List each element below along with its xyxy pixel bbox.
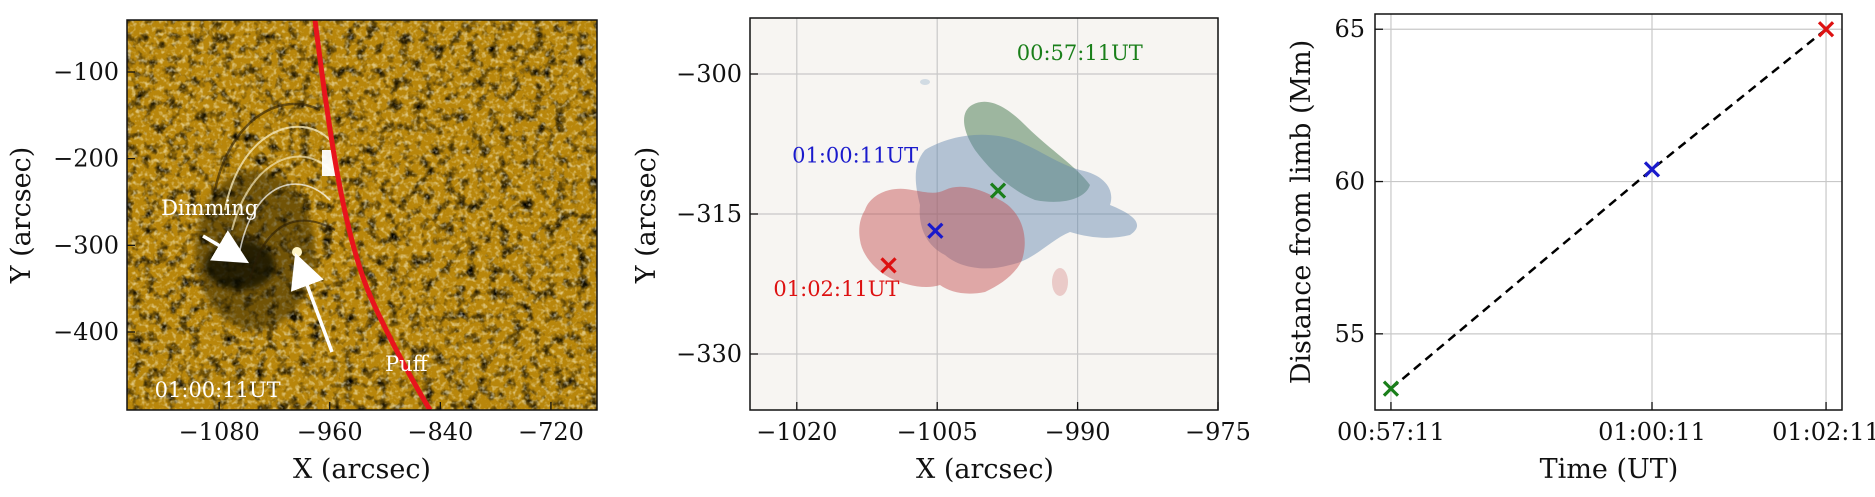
panel-b-xlabel: X (arcsec) xyxy=(916,454,1054,485)
panel-c-ylabel: Distance from limb (Mm) xyxy=(1286,40,1317,385)
panel-a-ylabel: Y (arcsec) xyxy=(6,147,37,285)
panel-b-xtick-label: −990 xyxy=(1045,418,1111,446)
panel-a-annotation: Dimming xyxy=(161,196,258,220)
panel-a-xlabel: X (arcsec) xyxy=(293,454,431,485)
panel-b-ytick-label: −315 xyxy=(676,200,742,228)
distance-series-line xyxy=(1390,28,1827,390)
panel-b-xtick-label: −975 xyxy=(1185,418,1251,446)
dimming-arrow xyxy=(202,230,250,264)
panel-b-xtick-label: −1020 xyxy=(756,418,837,446)
time-label-blue: 01:00:11UT xyxy=(792,144,918,168)
panel-a-annotation: Puff xyxy=(385,352,430,376)
time-label-green: 00:57:11UT xyxy=(1017,41,1143,65)
panel-a-ytick-label: −400 xyxy=(53,318,119,346)
panel-c-xlabel: Time (UT) xyxy=(1540,454,1679,485)
green-region xyxy=(964,101,1090,202)
data-point-blue xyxy=(1643,161,1661,178)
data-point-green xyxy=(1382,380,1400,397)
panel-a-solar-image: Dimming Puff 01:00:11UT −1080 −960 −840 −720 −… xyxy=(6,19,598,485)
panel-b-ylabel: Y (arcsec) xyxy=(631,147,662,285)
panel-c-ytick-label: 65 xyxy=(1334,15,1365,43)
panel-b-ytick-label: −330 xyxy=(676,340,742,368)
panel-a-frame xyxy=(126,19,598,411)
red-region xyxy=(859,186,1025,294)
panel-b-contours: 00:57:11UT 01:00:11UT 01:02:11UT −1020 −100… xyxy=(631,17,1251,485)
panel-c-xtick-label: 00:57:11 xyxy=(1337,418,1445,446)
time-label-red: 01:02:11UT xyxy=(773,277,899,301)
panel-c-ytick-label: 60 xyxy=(1334,168,1365,196)
puff-arrow xyxy=(290,252,334,353)
panel-a-ytick-label: −300 xyxy=(53,231,119,259)
panel-a-xtick-label: −840 xyxy=(407,418,473,446)
panel-a-xtick-label: −720 xyxy=(518,418,584,446)
panel-c-ytick-label: 55 xyxy=(1334,320,1365,348)
data-point-red xyxy=(1817,21,1835,38)
panel-a-xtick-label: −1080 xyxy=(179,418,260,446)
contour-regions xyxy=(859,79,1138,296)
panel-a-xtick-label: −960 xyxy=(297,418,363,446)
panel-c-xtick-label: 01:00:11 xyxy=(1598,418,1706,446)
marker-red xyxy=(880,257,897,274)
panel-c-frame xyxy=(1374,13,1843,411)
marker-green xyxy=(989,182,1007,199)
solar-image xyxy=(127,20,597,410)
solar-limb-line xyxy=(312,20,433,410)
panel-a-ytick-label: −100 xyxy=(53,58,119,86)
panel-b-ytick-label: −300 xyxy=(676,60,742,88)
panel-c-background xyxy=(1375,14,1842,410)
panel-a-annotation: 01:00:11UT xyxy=(155,378,281,402)
panel-c-distance-plot: 00:57:11 01:00:11 01:02:11 55 60 65 Time (UT)… xyxy=(1286,13,1875,485)
blue-region xyxy=(915,134,1138,269)
panel-b-xtick-label: −1005 xyxy=(897,418,978,446)
panel-c-xtick-label: 01:02:11 xyxy=(1772,418,1875,446)
marker-blue xyxy=(927,222,944,239)
panel-a-ytick-label: −200 xyxy=(53,145,119,173)
